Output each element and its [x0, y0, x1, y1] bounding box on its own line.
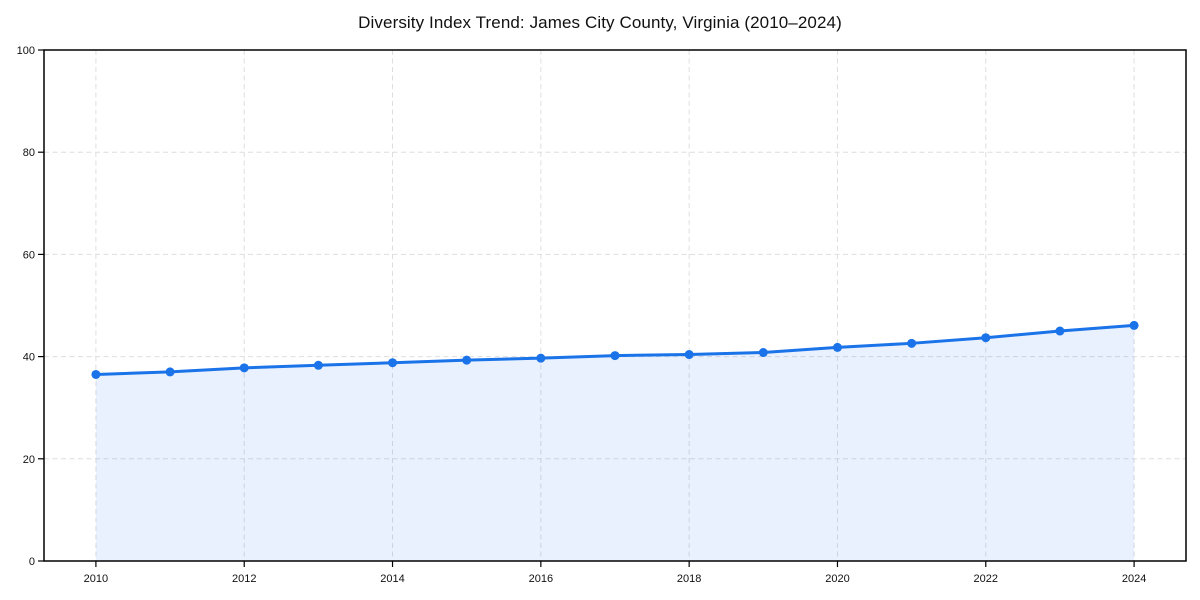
- y-tick-label: 100: [17, 45, 35, 57]
- data-point: [907, 338, 917, 348]
- data-point: [91, 369, 101, 379]
- x-tick-label: 2022: [974, 573, 998, 585]
- data-point: [536, 353, 546, 363]
- area-fill: [95, 325, 1135, 561]
- x-tick-label: 2012: [232, 573, 256, 585]
- x-tick-label: 2014: [380, 573, 404, 585]
- data-point: [239, 363, 249, 373]
- data-point: [758, 348, 768, 358]
- data-point: [388, 358, 398, 368]
- data-point: [684, 350, 694, 360]
- chart-title: Diversity Index Trend: James City County…: [358, 13, 842, 32]
- x-tick-label: 2016: [529, 573, 553, 585]
- y-tick-label: 40: [23, 352, 35, 364]
- y-tick-label: 20: [23, 454, 35, 466]
- x-tick-label: 2024: [1122, 573, 1146, 585]
- data-point: [1129, 320, 1139, 330]
- data-point: [832, 342, 842, 352]
- data-point: [1055, 326, 1065, 336]
- x-tick-label: 2010: [84, 573, 108, 585]
- data-point: [165, 367, 175, 377]
- y-tick-label: 80: [23, 147, 35, 159]
- x-tick-label: 2018: [677, 573, 701, 585]
- data-point: [610, 351, 620, 361]
- data-point: [462, 355, 472, 365]
- x-tick-label: 2020: [825, 573, 849, 585]
- plot-frame: [43, 49, 1187, 562]
- y-tick-label: 60: [23, 249, 35, 261]
- y-tick-label: 0: [29, 556, 35, 568]
- data-point: [313, 360, 323, 370]
- data-point: [981, 333, 991, 343]
